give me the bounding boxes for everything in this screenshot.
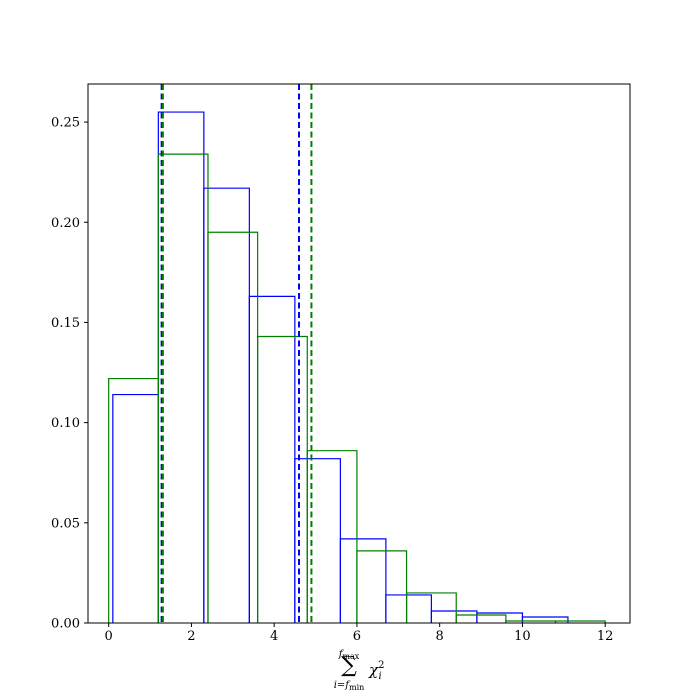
y-tick-label: 0.05 (51, 516, 80, 531)
reference-lines (160, 84, 313, 623)
histogram-series-2 (108, 153, 606, 623)
x-tick-label: 0 (105, 629, 113, 644)
histogram-bar (157, 153, 209, 623)
x-axis-ticks: 0 2 4 6 8 10 12 (105, 623, 614, 644)
x-label-term: χ2 i (368, 660, 384, 682)
histogram-bar (405, 592, 457, 623)
histogram-bar (455, 614, 507, 623)
histogram-bar (207, 231, 259, 623)
histogram-bar (108, 377, 159, 623)
x-axis-label: ∑ fmax i=fmin χ2 i (334, 649, 385, 692)
x-tick-label: 4 (270, 629, 278, 644)
plot-frame (87, 83, 631, 624)
x-label-sum-symbol: ∑ (341, 653, 357, 678)
series-layer (108, 111, 606, 623)
y-tick-label: 0.20 (51, 216, 80, 231)
histogram-bar (306, 450, 358, 623)
histogram-bar (385, 594, 433, 623)
y-tick-label: 0.25 (51, 116, 80, 131)
y-tick-label: 0.00 (51, 617, 80, 632)
histogram-bar (203, 187, 250, 623)
x-tick-label: 6 (353, 629, 361, 644)
histogram-bar (339, 538, 387, 623)
histogram-bar (356, 550, 408, 623)
histogram-bar (430, 610, 478, 623)
x-tick-label: 12 (597, 629, 614, 644)
x-label-upper-limit: fmax (338, 649, 360, 661)
histogram-series-1 (112, 111, 569, 623)
histogram-bar (248, 295, 296, 623)
histogram-bar (112, 393, 159, 623)
y-tick-label: 0.15 (51, 316, 80, 331)
x-label-lower-limit: i=fmin (334, 680, 365, 692)
x-tick-label: 2 (187, 629, 195, 644)
x-tick-label: 8 (436, 629, 444, 644)
y-axis-ticks: 0.00 0.05 0.10 0.15 0.20 0.25 (51, 116, 88, 632)
x-tick-label: 10 (514, 629, 531, 644)
histogram-bar (157, 111, 205, 623)
histogram-bar (554, 620, 606, 623)
y-tick-label: 0.10 (51, 416, 80, 431)
histogram-bar (294, 458, 341, 623)
histogram-bar (521, 616, 569, 623)
